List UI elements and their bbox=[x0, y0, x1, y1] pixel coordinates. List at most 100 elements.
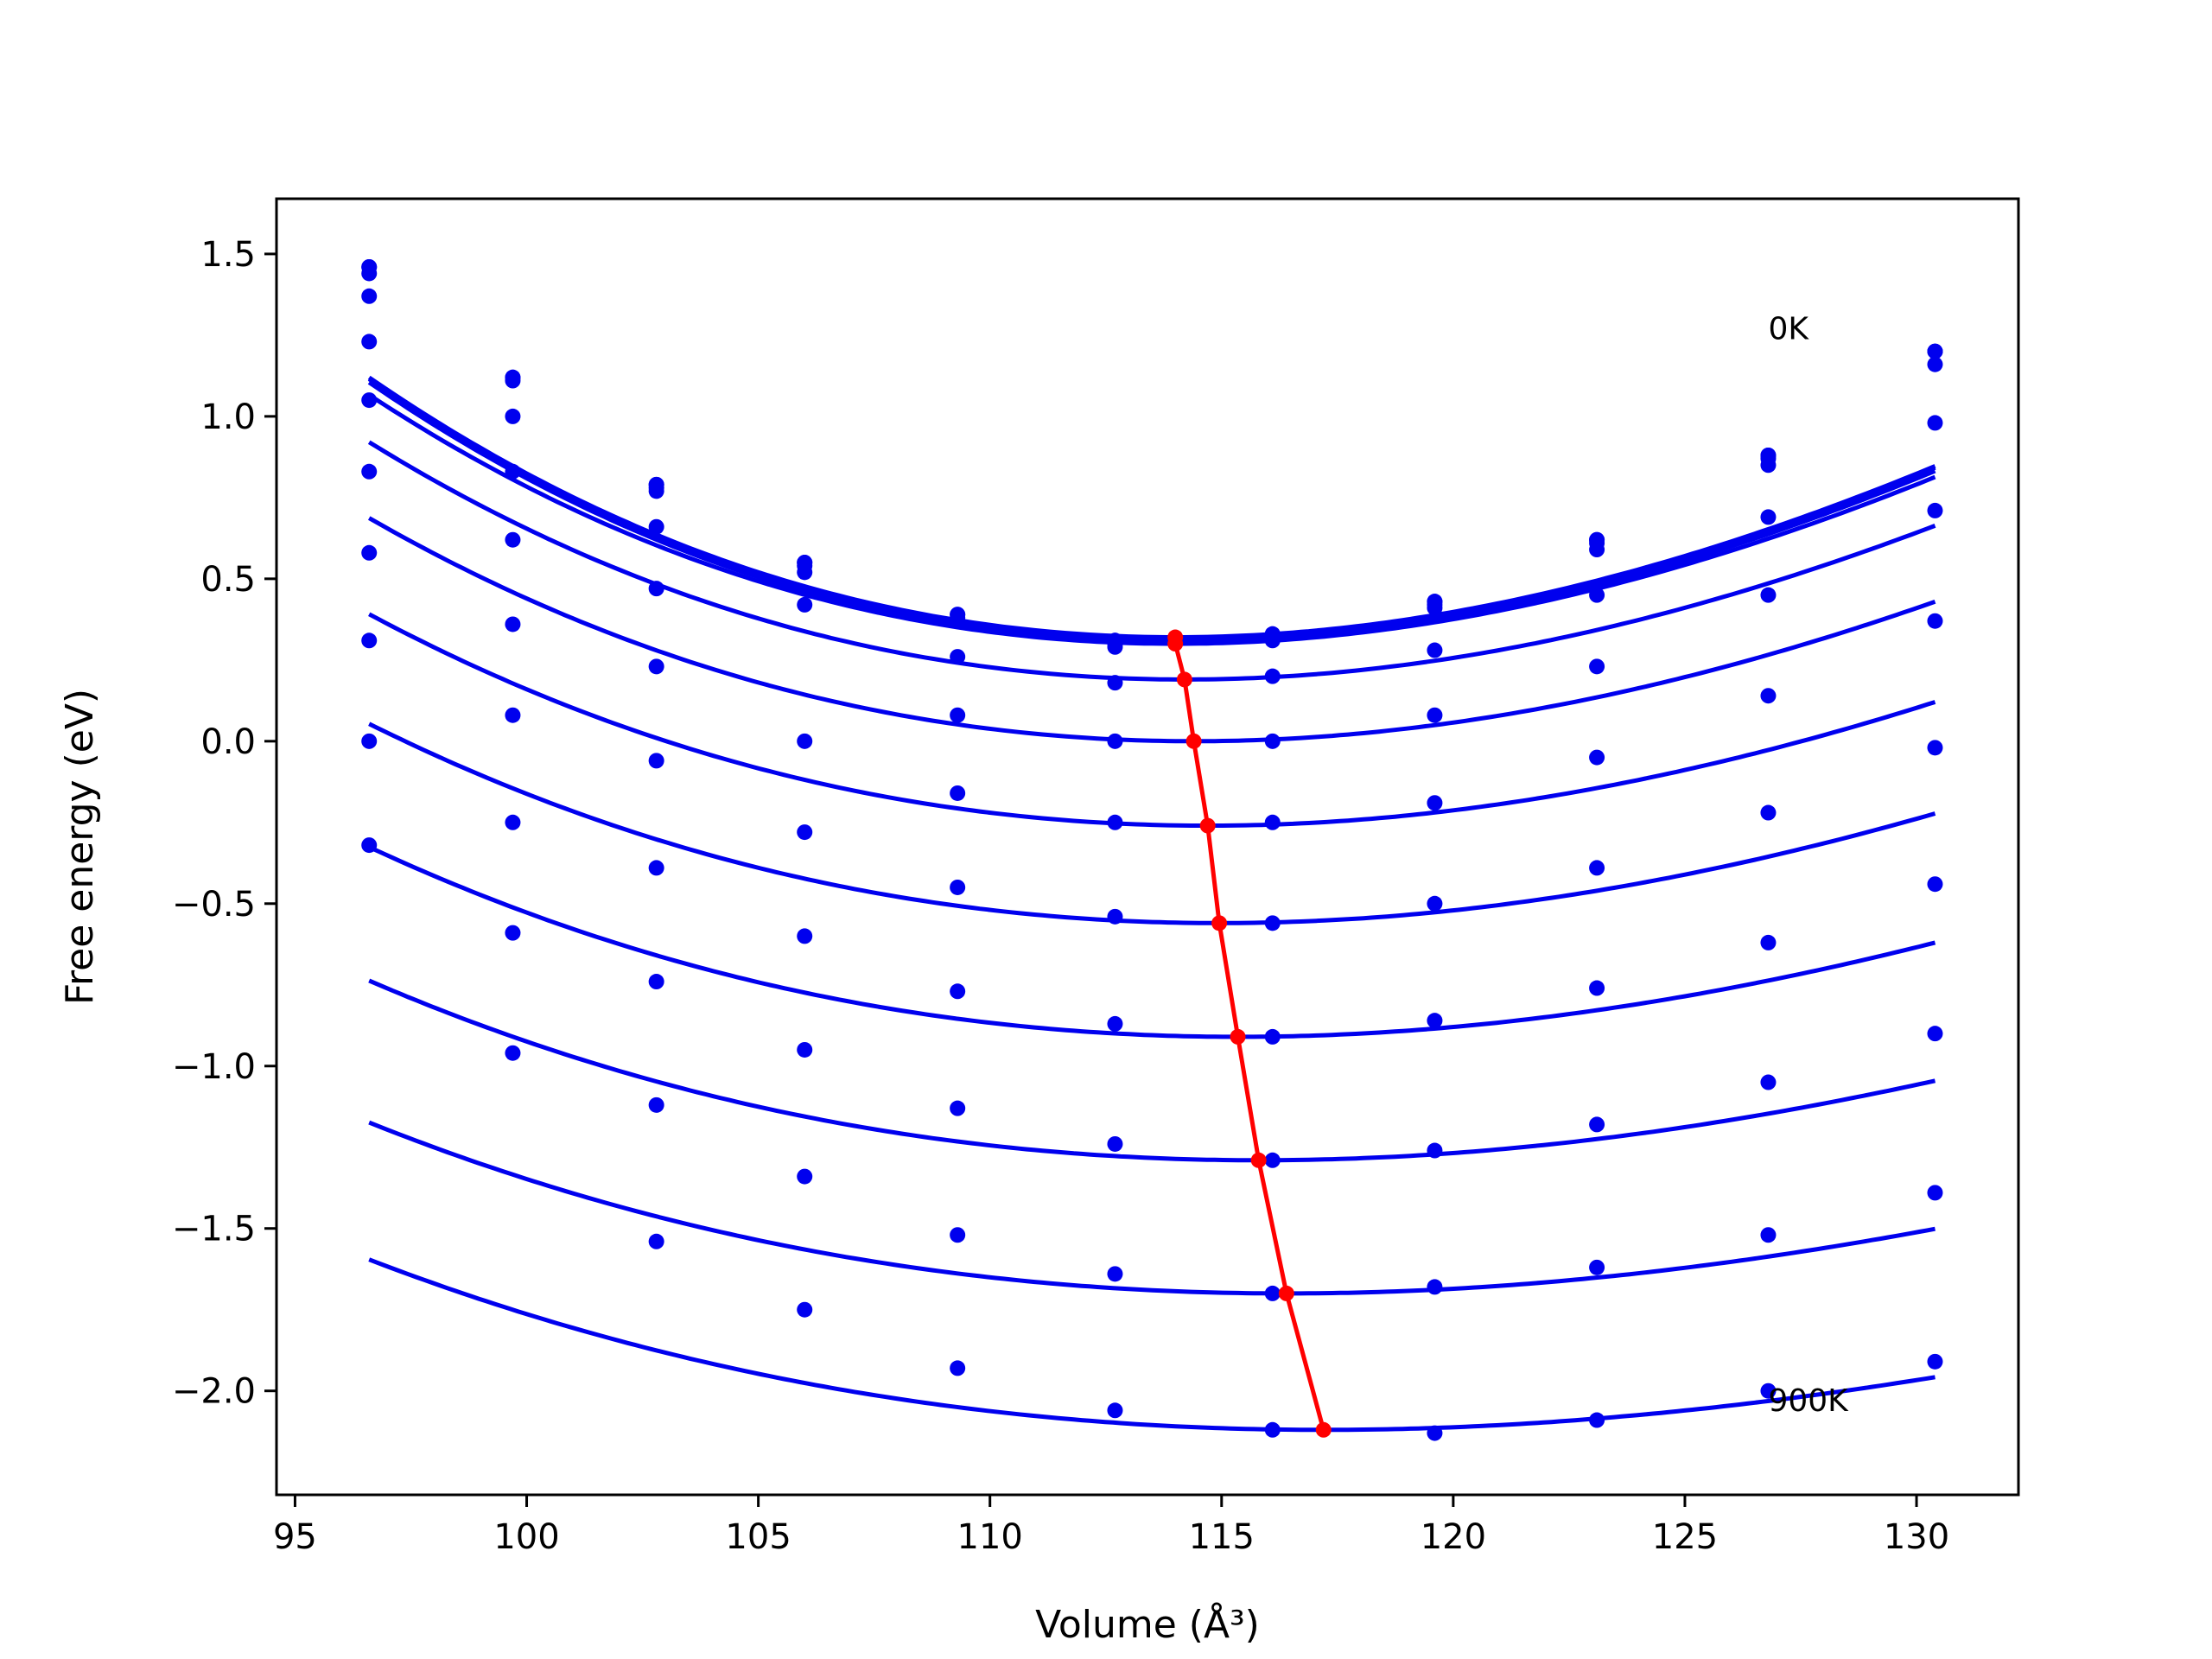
data-point-11-9 bbox=[1760, 1382, 1777, 1399]
data-point-10-7 bbox=[1427, 1279, 1443, 1295]
data-point-10-0 bbox=[361, 837, 378, 854]
data-point-10-5 bbox=[1107, 1266, 1123, 1282]
data-point-5-5 bbox=[1107, 733, 1123, 749]
data-point-7-9 bbox=[1760, 804, 1777, 821]
fit-curve-11 bbox=[368, 1257, 1936, 1433]
y-tick-label-2: −1.0 bbox=[172, 1047, 256, 1087]
data-point-8-5 bbox=[1107, 1015, 1123, 1032]
data-point-6-1 bbox=[505, 616, 521, 632]
data-point-6-4 bbox=[950, 785, 966, 801]
data-point-4-7 bbox=[1427, 642, 1443, 658]
data-point-7-5 bbox=[1107, 908, 1123, 925]
data-points bbox=[361, 258, 1943, 1441]
data-point-6-2 bbox=[648, 658, 664, 675]
data-point-4-9 bbox=[1760, 509, 1777, 525]
data-point-2-1 bbox=[505, 372, 521, 389]
data-point-4-10 bbox=[1927, 415, 1943, 431]
data-point-6-10 bbox=[1927, 613, 1943, 629]
data-point-10-9 bbox=[1760, 1227, 1777, 1243]
minimum-point-2 bbox=[1176, 671, 1192, 688]
data-point-8-9 bbox=[1760, 934, 1777, 950]
data-point-9-6 bbox=[1264, 1152, 1281, 1168]
data-point-10-4 bbox=[950, 1227, 966, 1243]
data-point-4-0 bbox=[361, 334, 378, 350]
y-tick-label-7: 1.5 bbox=[200, 235, 256, 275]
x-tick-label-7: 130 bbox=[1884, 1517, 1949, 1557]
data-point-5-7 bbox=[1427, 707, 1443, 723]
fitted-curves bbox=[367, 375, 1936, 1433]
fit-curve-7 bbox=[368, 721, 1936, 925]
data-point-11-6 bbox=[1264, 1421, 1281, 1438]
minimum-line bbox=[1173, 637, 1326, 1431]
data-point-7-6 bbox=[1264, 915, 1281, 931]
fit-curve-10 bbox=[368, 1120, 1936, 1296]
data-point-10-3 bbox=[797, 1301, 813, 1318]
minimum-point-5 bbox=[1211, 915, 1228, 931]
minimum-point-6 bbox=[1230, 1028, 1246, 1045]
data-point-2-10 bbox=[1927, 343, 1943, 359]
y-tick-label-6: 1.0 bbox=[200, 397, 256, 437]
fit-curve-1 bbox=[367, 377, 1936, 641]
data-point-5-8 bbox=[1589, 658, 1605, 675]
fit-curve-3 bbox=[367, 393, 1936, 646]
data-point-11-2 bbox=[648, 1233, 664, 1249]
minimum-line-group bbox=[1167, 629, 1332, 1438]
data-point-11-8 bbox=[1589, 1412, 1605, 1428]
data-point-3-10 bbox=[1927, 356, 1943, 372]
data-point-7-4 bbox=[950, 879, 966, 895]
x-tick-label-1: 100 bbox=[493, 1517, 559, 1557]
minimum-point-3 bbox=[1185, 733, 1202, 749]
data-point-3-9 bbox=[1760, 457, 1777, 474]
data-point-4-6 bbox=[1264, 668, 1281, 684]
x-tick-label-3: 110 bbox=[957, 1517, 1023, 1557]
data-point-3-1 bbox=[505, 408, 521, 424]
data-point-8-7 bbox=[1427, 1013, 1443, 1029]
data-point-10-1 bbox=[505, 1045, 521, 1061]
fit-curve-6 bbox=[368, 612, 1936, 829]
fit-curve-5 bbox=[367, 516, 1936, 744]
data-point-8-0 bbox=[361, 632, 378, 649]
y-tick-label-3: −0.5 bbox=[172, 885, 256, 925]
data-point-9-3 bbox=[797, 1168, 813, 1185]
data-point-8-4 bbox=[950, 983, 966, 1000]
minimum-point-8 bbox=[1278, 1285, 1294, 1301]
data-point-8-10 bbox=[1927, 876, 1943, 893]
data-point-5-4 bbox=[950, 707, 966, 723]
data-point-3-0 bbox=[361, 288, 378, 304]
minimum-point-7 bbox=[1250, 1152, 1267, 1168]
data-point-8-3 bbox=[797, 1041, 813, 1058]
minimum-point-1 bbox=[1167, 636, 1184, 652]
annotation-900k: 900K bbox=[1768, 1383, 1849, 1419]
data-point-7-8 bbox=[1589, 860, 1605, 876]
data-point-6-5 bbox=[1107, 814, 1123, 830]
y-tick-label-1: −1.5 bbox=[172, 1210, 256, 1249]
data-point-3-4 bbox=[950, 613, 966, 629]
x-tick-label-4: 115 bbox=[1189, 1517, 1255, 1557]
data-point-9-4 bbox=[950, 1100, 966, 1116]
data-point-9-1 bbox=[505, 925, 521, 941]
x-axis-ticks: 95 100 105 110 115 120 125 130 bbox=[273, 1495, 1949, 1557]
data-point-6-7 bbox=[1427, 795, 1443, 811]
data-point-7-3 bbox=[797, 928, 813, 944]
data-point-6-9 bbox=[1760, 688, 1777, 704]
data-point-7-7 bbox=[1427, 895, 1443, 912]
data-point-10-6 bbox=[1264, 1285, 1281, 1301]
data-point-7-2 bbox=[648, 753, 664, 769]
data-point-10-10 bbox=[1927, 1185, 1943, 1201]
data-point-3-5 bbox=[1107, 639, 1123, 655]
data-point-2-0 bbox=[361, 265, 378, 282]
data-point-9-8 bbox=[1589, 1116, 1605, 1133]
data-point-4-5 bbox=[1107, 675, 1123, 691]
fit-curve-8 bbox=[368, 845, 1936, 1039]
data-point-4-2 bbox=[648, 518, 664, 535]
data-point-3-7 bbox=[1427, 600, 1443, 616]
y-tick-label-4: 0.0 bbox=[200, 722, 256, 762]
x-axis-label: Volume (Å³) bbox=[1035, 1601, 1260, 1647]
data-point-4-8 bbox=[1589, 587, 1605, 603]
data-point-3-6 bbox=[1264, 632, 1281, 649]
minimum-point-4 bbox=[1199, 817, 1216, 834]
data-point-5-0 bbox=[361, 392, 378, 409]
data-point-7-0 bbox=[361, 544, 378, 561]
data-point-5-10 bbox=[1927, 502, 1943, 518]
y-axis-label: Free energy (eV) bbox=[58, 689, 102, 1005]
